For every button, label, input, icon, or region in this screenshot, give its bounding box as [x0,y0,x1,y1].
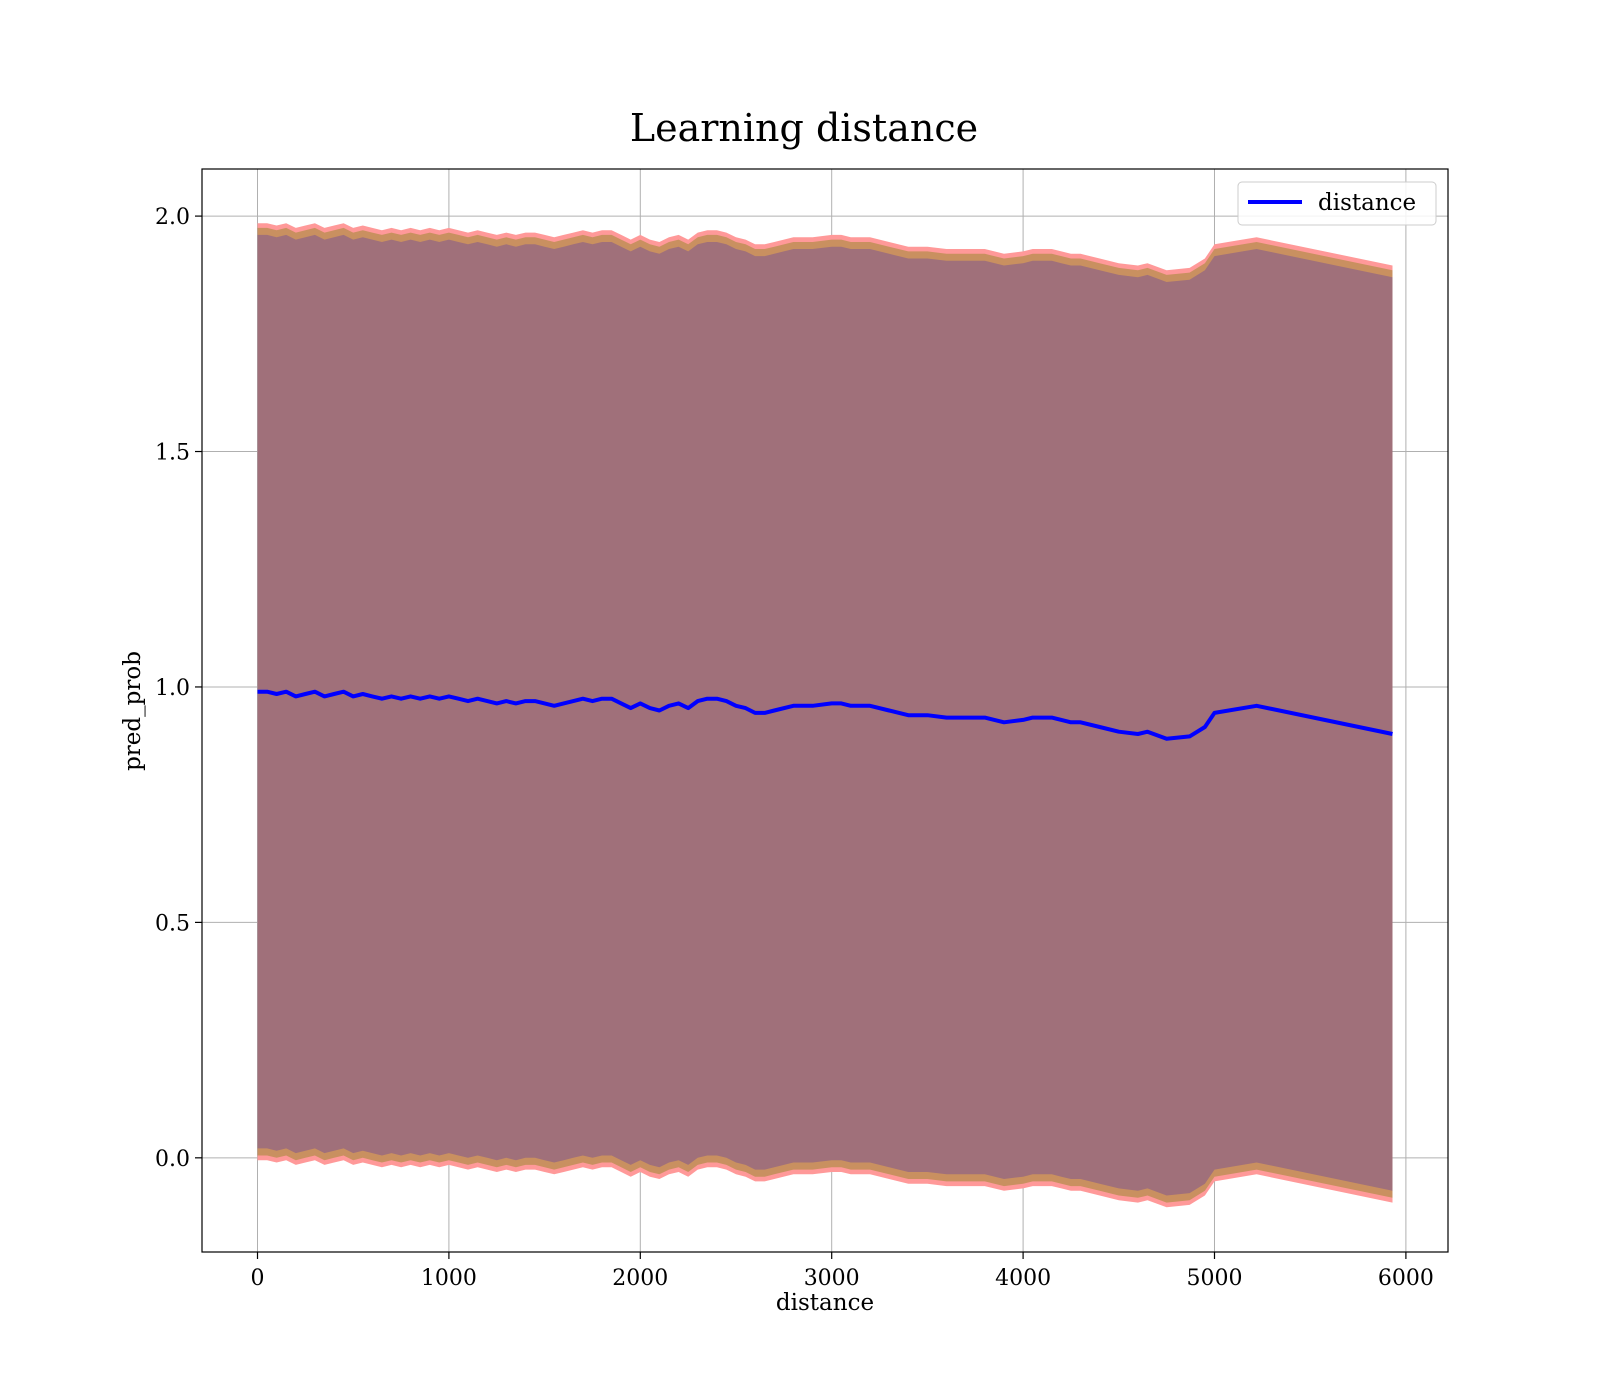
x-tick-label: 2000 [612,1266,668,1291]
y-tick-label: 1.0 [155,676,190,701]
plot-frame [201,168,1449,1253]
y-axis-label: pred_prob [120,651,146,771]
series-line-distance [257,689,1393,741]
x-tick-label: 3000 [804,1266,860,1291]
y-tick-label: 0.5 [155,911,190,936]
x-tick-label: 1000 [421,1266,477,1291]
bands [257,223,1393,1208]
series-lines [257,689,1393,741]
x-tick-label: 4000 [995,1266,1051,1291]
chart-title: Learning distance [630,106,978,150]
legend: distance [1237,181,1437,226]
y-tick-label: 0.0 [155,1147,190,1172]
legend-label-distance: distance [1318,190,1416,216]
y-tick-label: 1.5 [155,441,190,466]
legend-box [1237,181,1437,226]
x-tick-label: 5000 [1186,1266,1242,1291]
inner-band [257,234,1393,1196]
x-tick-label: 0 [251,1266,265,1291]
x-axis-label: distance [776,1290,874,1316]
x-tick-label: 6000 [1378,1266,1434,1291]
ticks: 0 1000 2000 3000 4000 5000 6000 0.0 0.5 1.0 1.5 2.0 [155,205,1434,1291]
y-tick-label: 2.0 [155,205,190,230]
